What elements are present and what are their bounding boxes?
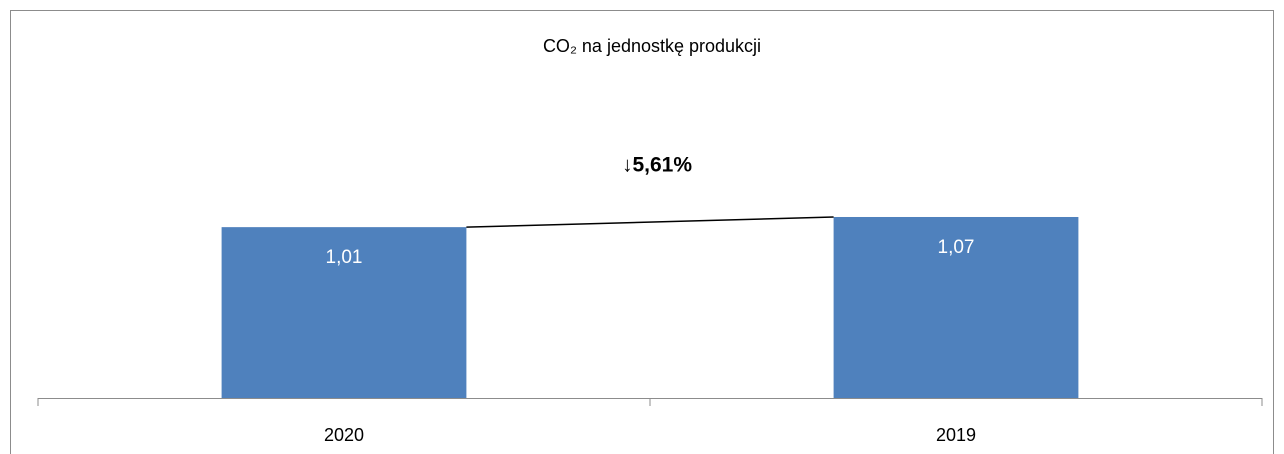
- bar: [833, 216, 1079, 398]
- value-label: 1,01: [326, 247, 363, 268]
- chart-title: CO₂ na jednostkę produkcji: [543, 36, 761, 56]
- bar: [221, 227, 467, 398]
- connector-line: [466, 216, 834, 228]
- change-annotation: ↓5,61%: [622, 154, 692, 177]
- x-tick-label: 2019: [936, 425, 976, 445]
- value-label: 1,07: [938, 237, 975, 258]
- x-tick-label: 2020: [324, 425, 364, 445]
- chart-border: [10, 10, 1274, 454]
